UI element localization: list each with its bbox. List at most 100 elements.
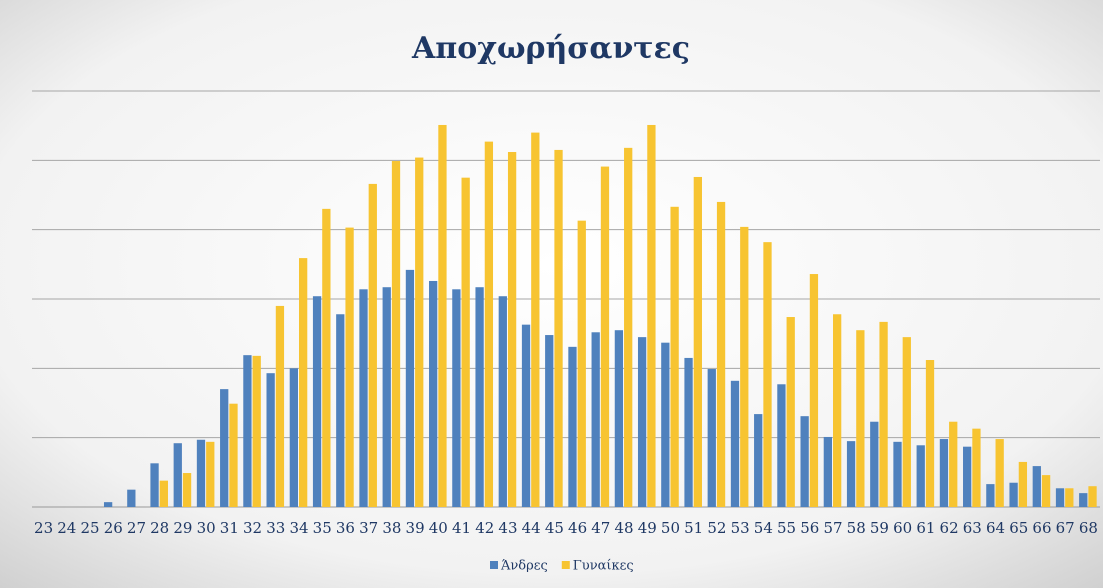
bar xyxy=(275,305,285,507)
bar xyxy=(545,335,554,507)
bar xyxy=(1009,482,1018,507)
bar xyxy=(870,421,879,507)
bar xyxy=(809,274,819,507)
x-tick-label: 45 xyxy=(545,519,564,537)
x-tick-label: 30 xyxy=(197,519,216,537)
bar xyxy=(322,208,331,507)
chart-title: Αποχωρήσαντες xyxy=(411,31,690,66)
x-tick-label: 50 xyxy=(661,519,680,537)
x-tick-label: 65 xyxy=(1009,519,1028,537)
bar xyxy=(786,317,795,507)
bar xyxy=(893,441,902,507)
x-tick-label: 48 xyxy=(614,519,633,537)
bar xyxy=(949,421,958,507)
bar xyxy=(345,227,354,507)
bar xyxy=(833,314,842,507)
bar xyxy=(986,484,995,507)
x-tick-label: 49 xyxy=(638,519,657,537)
x-tick-label: 23 xyxy=(34,519,53,537)
x-tick-label: 40 xyxy=(429,519,448,537)
bar xyxy=(521,324,531,507)
bar xyxy=(498,296,507,507)
bar xyxy=(637,337,647,507)
bar xyxy=(415,157,424,507)
bar xyxy=(554,149,563,507)
bar xyxy=(243,355,252,507)
bar xyxy=(707,369,716,507)
bar xyxy=(693,176,702,507)
bar xyxy=(475,287,484,507)
bar xyxy=(754,414,763,507)
bar xyxy=(159,480,168,507)
x-tick-label: 53 xyxy=(731,519,750,537)
bar xyxy=(763,242,772,507)
x-tick-label: 28 xyxy=(150,519,169,537)
x-tick-label: 68 xyxy=(1079,519,1098,537)
bar xyxy=(614,330,624,507)
bar xyxy=(127,489,136,507)
x-tick-label: 29 xyxy=(173,519,192,537)
bar xyxy=(289,368,298,507)
x-tick-label: 60 xyxy=(893,519,912,537)
bar xyxy=(716,201,726,507)
bar xyxy=(684,357,693,507)
x-tick-label: 27 xyxy=(127,519,146,537)
x-tick-label: 64 xyxy=(986,519,1005,537)
bar xyxy=(429,280,438,507)
bar xyxy=(266,373,275,507)
x-tick-label: 41 xyxy=(452,519,471,537)
x-tick-label: 39 xyxy=(406,519,425,537)
bar xyxy=(531,132,540,507)
bar xyxy=(312,296,322,507)
bar xyxy=(206,441,215,507)
bar xyxy=(220,389,229,507)
bar xyxy=(299,258,308,507)
bar xyxy=(670,206,679,507)
bar xyxy=(995,439,1004,507)
x-tick-label: 55 xyxy=(777,519,796,537)
x-tick-label: 43 xyxy=(498,519,517,537)
x-tick-label: 46 xyxy=(568,519,587,537)
x-tick-label: 25 xyxy=(80,519,99,537)
x-tick-label: 62 xyxy=(940,519,959,537)
x-tick-label: 51 xyxy=(684,519,703,537)
x-tick-label: 36 xyxy=(336,519,355,537)
x-tick-label: 24 xyxy=(57,519,76,537)
bar xyxy=(438,124,447,508)
bar xyxy=(182,473,192,507)
bar xyxy=(150,463,159,507)
bar xyxy=(252,355,261,507)
bar xyxy=(740,226,749,508)
bar xyxy=(229,403,238,507)
bar xyxy=(1032,466,1041,507)
bar xyxy=(484,141,494,507)
bar xyxy=(405,269,415,507)
x-tick-label: 33 xyxy=(266,519,285,537)
bar xyxy=(600,166,610,507)
bar xyxy=(823,436,832,507)
legend-swatch xyxy=(490,561,498,569)
bar xyxy=(196,439,206,507)
x-tick-label: 35 xyxy=(313,519,332,537)
bar xyxy=(568,346,577,507)
bar xyxy=(856,330,865,507)
bar xyxy=(173,443,182,507)
legend-label: Γυναίκες xyxy=(573,559,634,574)
x-tick-label: 59 xyxy=(870,519,889,537)
x-tick-label: 37 xyxy=(359,519,378,537)
x-tick-label: 38 xyxy=(382,519,401,537)
bar xyxy=(591,332,600,507)
bar xyxy=(1018,461,1028,507)
x-tick-label: 56 xyxy=(800,519,819,537)
x-tick-label: 44 xyxy=(522,519,541,537)
bar xyxy=(359,289,368,507)
x-tick-label: 52 xyxy=(707,519,726,537)
bar xyxy=(391,161,401,507)
bar xyxy=(452,289,461,507)
x-tick-label: 57 xyxy=(823,519,842,537)
bar xyxy=(1079,493,1088,507)
bar xyxy=(800,416,809,507)
x-tick-label: 63 xyxy=(963,519,982,537)
x-tick-label: 67 xyxy=(1056,519,1075,537)
